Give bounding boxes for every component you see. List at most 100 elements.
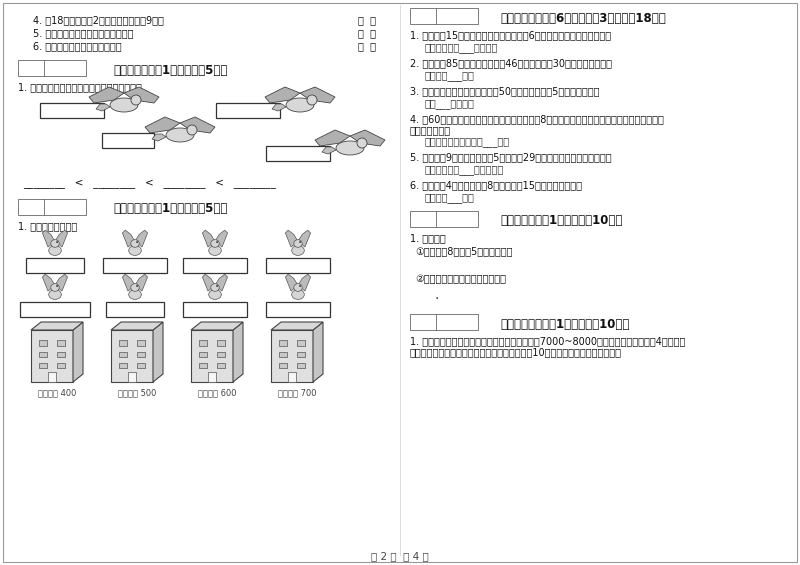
Polygon shape	[122, 274, 135, 291]
Bar	[18, 199, 86, 215]
Text: 6. 妈妈买了4盒彩笔，每盒8支，用去了15支，还剩多少支？: 6. 妈妈买了4盒彩笔，每盒8支，用去了15支，还剩多少支？	[410, 180, 582, 190]
Ellipse shape	[56, 241, 58, 243]
Text: （  ）: （ ）	[358, 28, 376, 38]
Text: 1. 妈妈买了15个苹果，买的橘子比苹果少6个，同一共买了多少个水果？: 1. 妈妈买了15个苹果，买的橘子比苹果少6个，同一共买了多少个水果？	[410, 30, 611, 40]
Text: 3. 一本应用题练习册，有应用题50道，红红每天做5道，几天做完？: 3. 一本应用题练习册，有应用题50道，红红每天做5道，几天做完？	[410, 86, 599, 96]
Text: 得分: 得分	[418, 11, 428, 20]
Text: 盆应放多少个？: 盆应放多少个？	[410, 125, 451, 135]
Bar	[217, 352, 226, 357]
Text: 750 - 660: 750 - 660	[223, 105, 273, 115]
Polygon shape	[322, 147, 336, 154]
Bar	[278, 340, 287, 346]
Polygon shape	[122, 230, 135, 247]
Ellipse shape	[292, 290, 304, 299]
Polygon shape	[153, 322, 163, 382]
Polygon shape	[135, 274, 147, 291]
Bar	[118, 352, 127, 357]
Text: 第 2 页  共 4 页: 第 2 页 共 4 页	[371, 551, 429, 561]
Bar	[183, 258, 247, 272]
Ellipse shape	[299, 241, 301, 243]
Bar	[266, 258, 330, 272]
Text: 十一、附加题（共1大题，共计10分）: 十一、附加题（共1大题，共计10分）	[500, 318, 630, 331]
Bar	[216, 102, 280, 118]
Text: 八、解决问题（共6小题，每题3分，共计18分）: 八、解决问题（共6小题，每题3分，共计18分）	[500, 11, 666, 24]
Bar	[111, 330, 153, 382]
Text: 4. 把18个苹果分给2个小朋友，每人分9个。: 4. 把18个苹果分给2个小朋友，每人分9个。	[33, 15, 164, 25]
Polygon shape	[191, 322, 243, 330]
Text: 47 + 46: 47 + 46	[107, 135, 149, 145]
Bar	[288, 372, 296, 382]
Text: 评卷人: 评卷人	[57, 63, 73, 72]
Ellipse shape	[210, 284, 219, 292]
Ellipse shape	[131, 95, 141, 105]
Bar	[137, 363, 146, 368]
Text: 答：一共买了___个水果。: 答：一共买了___个水果。	[425, 43, 498, 53]
Text: ·: ·	[435, 292, 439, 306]
Bar	[57, 363, 66, 368]
Text: 得分: 得分	[418, 215, 428, 224]
Text: （  ）: （ ）	[358, 15, 376, 25]
Polygon shape	[315, 130, 350, 146]
Text: 1000 - 299: 1000 - 299	[29, 304, 82, 314]
Bar	[410, 314, 478, 330]
Text: 719 - 221: 719 - 221	[274, 304, 322, 314]
Text: 十、综合题（共1大题，共计10分）: 十、综合题（共1大题，共计10分）	[500, 215, 622, 228]
Text: 的数字与个位上的数字相同，这两个数字的和是10，这个四位数的密码是多少？: 的数字与个位上的数字相同，这两个数字的和是10，这个四位数的密码是多少？	[410, 347, 622, 357]
Text: 4. 把60个鸡蛋全部放在小盆里，每个小盆里放8个，剩下的放在最后一个小盆里，最后一个小: 4. 把60个鸡蛋全部放在小盆里，每个小盆里放8个，剩下的放在最后一个小盆里，最…	[410, 114, 664, 124]
Ellipse shape	[299, 285, 301, 287]
Polygon shape	[55, 230, 67, 247]
Bar	[297, 352, 306, 357]
Ellipse shape	[166, 128, 194, 142]
Text: 答：还剩___听。: 答：还剩___听。	[425, 71, 475, 81]
Bar	[48, 372, 56, 382]
Bar	[137, 340, 146, 346]
Text: 得分: 得分	[26, 63, 36, 72]
Text: 得数大约 700: 得数大约 700	[278, 389, 316, 398]
Ellipse shape	[209, 290, 222, 299]
Text: 评卷人: 评卷人	[449, 318, 465, 327]
Text: 得数接近 400: 得数接近 400	[38, 389, 76, 398]
Polygon shape	[298, 230, 310, 247]
Ellipse shape	[292, 246, 304, 255]
Text: 得数接近 600: 得数接近 600	[198, 389, 236, 398]
Ellipse shape	[56, 285, 58, 287]
Text: ②分别以下面的点为顶点画直角。: ②分别以下面的点为顶点画直角。	[415, 274, 506, 284]
Text: 评卷人: 评卷人	[449, 11, 465, 20]
Bar	[38, 340, 47, 346]
Text: 1. 估一估，连一连。: 1. 估一估，连一连。	[18, 221, 78, 231]
Bar	[137, 352, 146, 357]
Ellipse shape	[136, 285, 138, 287]
Ellipse shape	[336, 141, 364, 155]
Text: 698 - 99: 698 - 99	[115, 304, 155, 314]
Polygon shape	[42, 230, 55, 247]
Polygon shape	[73, 322, 83, 382]
Polygon shape	[313, 322, 323, 382]
Bar	[198, 363, 207, 368]
Text: 549 - 150: 549 - 150	[192, 304, 238, 314]
Polygon shape	[300, 87, 335, 103]
Bar	[106, 302, 164, 316]
Ellipse shape	[49, 246, 62, 255]
Polygon shape	[233, 322, 243, 382]
Bar	[26, 258, 84, 272]
Ellipse shape	[357, 138, 367, 148]
Polygon shape	[286, 274, 298, 291]
Text: ________   <   ________   <   ________   <   ________: ________ < ________ < ________ < _______…	[23, 179, 276, 189]
Bar	[57, 352, 66, 357]
Polygon shape	[55, 274, 67, 291]
Text: ①画一条比8厘米短5厘米的线段。: ①画一条比8厘米短5厘米的线段。	[415, 246, 513, 256]
Text: 97 + 503: 97 + 503	[33, 260, 78, 270]
Bar	[410, 8, 478, 24]
Bar	[102, 133, 154, 147]
Bar	[191, 330, 233, 382]
Ellipse shape	[51, 284, 59, 292]
Text: 答：___天做完。: 答：___天做完。	[425, 99, 475, 109]
Bar	[278, 363, 287, 368]
Polygon shape	[42, 274, 55, 291]
Polygon shape	[152, 134, 166, 141]
Ellipse shape	[131, 284, 139, 292]
Ellipse shape	[307, 95, 317, 105]
Text: 140 + 190: 140 + 190	[270, 148, 326, 158]
Polygon shape	[96, 104, 110, 111]
Bar	[40, 102, 104, 118]
